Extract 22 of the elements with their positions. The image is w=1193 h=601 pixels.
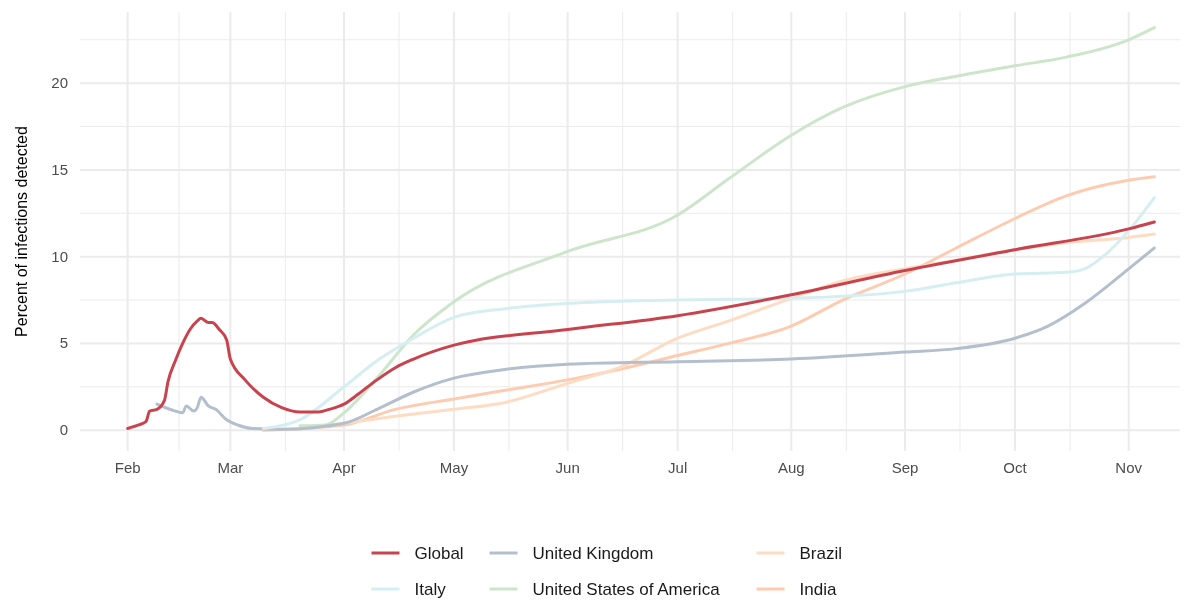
legend-label: Global [414, 544, 464, 563]
x-tick-label: Mar [217, 459, 244, 476]
y-tick-label: 0 [59, 421, 68, 439]
x-tick-label: Sep [891, 459, 919, 476]
legend-label: Italy [414, 580, 447, 599]
x-tick-label: Oct [1003, 459, 1028, 476]
x-tick-label: Jul [668, 459, 688, 476]
y-tick-label: 20 [51, 74, 68, 92]
y-tick-label: 5 [59, 334, 68, 352]
x-tick-label: Nov [1115, 459, 1143, 476]
y-tick-label: 15 [51, 160, 68, 178]
x-tick-label: Feb [114, 459, 141, 476]
legend-label: Brazil [799, 544, 843, 563]
y-tick-label: 10 [51, 247, 68, 265]
y-axis-title: Percent of infections detected [13, 126, 30, 337]
x-tick-label: Apr [332, 459, 356, 476]
x-tick-label: Jun [555, 459, 580, 476]
legend-label: United States of America [532, 580, 721, 599]
legend-label: United Kingdom [532, 544, 654, 563]
x-tick-label: May [439, 459, 469, 476]
legend-label: India [799, 580, 837, 599]
x-tick-label: Aug [777, 459, 805, 476]
